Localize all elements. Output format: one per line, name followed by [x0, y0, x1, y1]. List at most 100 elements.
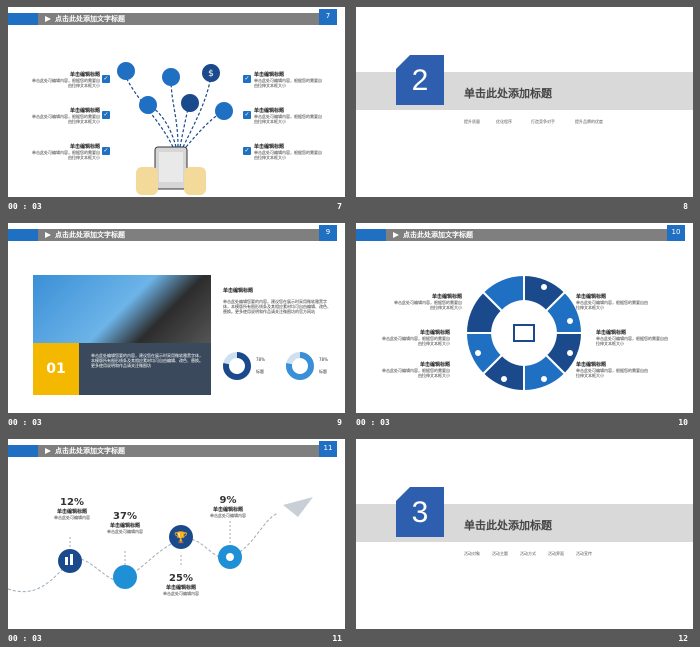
phone-network-illustration: $	[117, 62, 233, 195]
text-item: 单击编辑标题 单击此处可编辑内容，根据您的需要自由拉伸文本框大小	[254, 143, 324, 160]
item-title: 单击编辑标题	[419, 362, 450, 368]
milestone-body: 单击此处可编辑内容	[163, 591, 199, 596]
cart-icon	[117, 62, 135, 80]
checkbox-icon: ✓	[243, 111, 251, 119]
item-title: 单击编辑标题	[254, 108, 285, 114]
slide-10-thumbnail[interactable]: 点击此处添加文字标题 10 单击编辑标题 单击此处可编辑内容，根据您的需要自由拉…	[356, 223, 693, 413]
text-item: 单击编辑标题 单击此处可编辑内容，根据您的需要自由拉伸文本框大小	[32, 143, 100, 160]
item-title: 单击编辑标题	[596, 330, 627, 336]
subtopic: 活动宣传	[576, 551, 592, 556]
slide-duration: 00 : 03	[8, 418, 42, 427]
item-title: 单击编辑标题	[69, 144, 100, 150]
checkbox-icon: ✓	[102, 147, 110, 155]
film-icon	[513, 324, 535, 342]
section-title: 单击此处添加标题	[464, 87, 552, 100]
milestone-value: 25%	[169, 573, 193, 584]
checkbox-icon: ✓	[102, 111, 110, 119]
slide-9-thumbnail[interactable]: 点击此处添加文字标题 9 01 单击此处编辑您要的内容，建议您在展示时采用微软雅…	[8, 223, 345, 413]
item-body: 单击此处可编辑内容，根据您的需要自由拉伸文本框大小	[382, 368, 450, 378]
item-body: 单击此处可编辑内容，根据您的需要自由拉伸文本框大小	[32, 78, 100, 88]
item-body: 单击此处可编辑内容，根据您的需要自由拉伸文本框大小	[254, 114, 322, 124]
card-icon	[215, 102, 233, 120]
chat-icon	[162, 68, 180, 86]
arrow-right-icon	[393, 232, 399, 238]
text-item: 单击编辑标题 单击此处可编辑内容，根据您的需要自由拉伸文本框大小	[576, 361, 648, 378]
svg-text:🏆: 🏆	[174, 531, 188, 544]
slide-index: 9	[337, 418, 342, 427]
subtopic: 优化程序	[496, 119, 512, 124]
section-title: 单击此处添加标题	[464, 519, 552, 532]
subtopic: 提升品牌的优度	[575, 119, 603, 124]
item-body: 单击此处可编辑内容，根据您的需要自由拉伸文本框大小	[254, 150, 322, 160]
milestone: 9% 单击编辑标题 单击此处可编辑内容	[206, 495, 250, 518]
document-icon	[139, 96, 157, 114]
item-body: 单击此处可编辑内容，根据您的需要自由拉伸文本框大小	[32, 150, 100, 160]
header-bar	[356, 229, 680, 241]
donut-label: 标题	[319, 369, 327, 374]
subtopic: 提升质量	[464, 119, 480, 124]
header-accent	[8, 13, 38, 25]
text-item: 单击编辑标题 单击此处可编辑内容，根据您的需要自由拉伸文本框大小	[32, 71, 100, 88]
text-item: 单击编辑标题 单击此处可编辑内容，根据您的需要自由拉伸文本框大小	[254, 107, 324, 124]
slide-8-thumbnail[interactable]: 2 单击此处添加标题 提升质量 优化程序 打造竞争对手 提升品牌的优度	[356, 7, 693, 197]
camera-icon	[475, 350, 481, 356]
slide-number-badge: 9	[319, 225, 337, 241]
slide-header-title: 点击此处添加文字标题	[55, 447, 125, 455]
slide-12-thumbnail[interactable]: 3 单击此处添加标题 活动对象 活动主题 活动方式 活动界面 活动宣传	[356, 439, 693, 629]
text-item: 单击编辑标题 单击此处可编辑内容，根据您的需要自由拉伸文本框大小	[32, 107, 100, 124]
milestone-title: 单击编辑标题	[212, 507, 243, 513]
milestone-title: 单击编辑标题	[109, 523, 140, 529]
milestone-value: 9%	[219, 495, 237, 506]
arrow-right-icon	[45, 448, 51, 454]
item-body: 单击此处可编辑内容，根据您的需要自由拉伸文本框大小	[394, 300, 462, 310]
item-title: 单击编辑标题	[254, 72, 285, 78]
circular-ring-diagram	[466, 275, 582, 391]
item-body: 单击此处可编辑内容，根据您的需要自由拉伸文本框大小	[576, 300, 648, 310]
slide-header-title: 点击此处添加文字标题	[403, 231, 473, 239]
trophy-icon	[169, 525, 193, 549]
slide-index: 10	[678, 418, 688, 427]
text-item: 单击编辑标题 单击此处可编辑内容，根据您的需要自由拉伸文本框大小	[254, 71, 324, 88]
milestone: 37% 单击编辑标题 单击此处可编辑内容	[103, 511, 147, 534]
donut-value: 78%	[256, 357, 265, 362]
arrow-right-icon	[45, 232, 51, 238]
item-title: 单击编辑标题	[419, 330, 450, 336]
text-item: 单击编辑标题 单击此处可编辑内容，根据您的需要自由拉伸文本框大小	[596, 329, 668, 346]
header-accent	[356, 229, 386, 241]
item-title: 单击编辑标题	[576, 294, 607, 300]
slide-header-title: 点击此处添加文字标题	[55, 15, 125, 23]
slide-11-thumbnail[interactable]: 点击此处添加文字标题 11 🏆 12% 单击编辑标题 单击此处可编辑内容 37%…	[8, 439, 345, 629]
dollar-icon	[202, 64, 220, 82]
donut-chart	[223, 352, 251, 380]
slide-7-thumbnail[interactable]: 点击此处添加文字标题 7 $ ✓ ✓ ✓ ✓ ✓ ✓ 单击编辑标题 单击此处可编…	[8, 7, 345, 197]
card-panel: 单击此处编辑您要的内容，建议您在展示时采用微软雅黑字体，本模版所有图形线条及其相…	[79, 343, 211, 395]
slide-header-title: 点击此处添加文字标题	[55, 231, 125, 239]
slide-duration: 00 : 03	[8, 202, 42, 211]
slide-index: 7	[337, 202, 342, 211]
gift-icon	[181, 94, 199, 112]
item-title: 单击编辑标题	[431, 294, 462, 300]
corner-fold	[396, 55, 410, 69]
donut-value: 78%	[319, 357, 328, 362]
corner-fold	[396, 487, 410, 501]
header-accent	[8, 445, 38, 457]
right-title: 单击编辑标题	[223, 288, 254, 294]
milestone-title: 单击编辑标题	[165, 585, 196, 591]
milestone-value: 12%	[60, 497, 84, 508]
growth-path-diagram: 🏆	[8, 497, 313, 593]
slide-duration: 00 : 03	[356, 418, 390, 427]
subtopic: 活动方式	[520, 551, 536, 556]
globe-icon	[541, 284, 547, 290]
slide-number-badge: 11	[319, 441, 337, 457]
search-icon	[113, 565, 137, 589]
item-body: 单击此处可编辑内容，根据您的需要自由拉伸文本框大小	[254, 78, 322, 88]
slide-index: 8	[683, 202, 688, 211]
search-icon	[567, 350, 573, 356]
subtopic: 打造竞争对手	[531, 119, 555, 124]
milestone-title: 单击编辑标题	[56, 509, 87, 515]
milestone-body: 单击此处可编辑内容	[107, 529, 143, 534]
subtopic: 活动对象	[464, 551, 480, 556]
donut-chart	[286, 352, 314, 380]
item-body: 单击此处可编辑内容，根据您的需要自由拉伸文本框大小	[596, 336, 668, 346]
text-item: 单击编辑标题 单击此处可编辑内容，根据您的需要自由拉伸文本框大小	[394, 293, 462, 310]
